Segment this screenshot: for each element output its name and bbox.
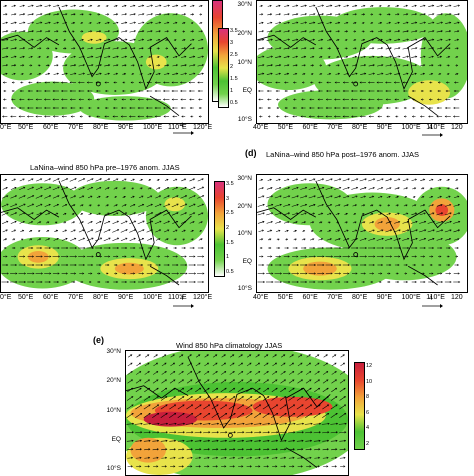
tick-label: 3	[230, 40, 233, 46]
tick-label: EQ	[97, 436, 121, 443]
tick-label: 70°E	[68, 124, 83, 131]
panel-c-title: LaNina–wind 850 hPa pre–1976 anom. JJAS	[30, 163, 180, 172]
wind-anomaly-map-c	[1, 175, 208, 292]
tick-label: 90°E	[377, 124, 392, 131]
panel-e-label: (e)	[93, 335, 104, 345]
tick-label: 80°E	[352, 124, 367, 131]
map-panel-a	[0, 0, 209, 124]
tick-label: 70°E	[68, 294, 83, 301]
wind-anomaly-map-d	[257, 175, 467, 292]
tick-label: 10°N	[228, 59, 252, 66]
reference-vector-label-b: 4	[429, 125, 432, 131]
tick-label: 120°E	[193, 294, 212, 301]
tick-label: 50°E	[278, 294, 293, 301]
map-panel-b	[256, 0, 468, 124]
wind-climatology-map-e	[126, 351, 348, 475]
tick-label: 0°E	[0, 124, 11, 131]
tick-label: 90°E	[118, 124, 133, 131]
reference-vector-a: 4	[172, 130, 194, 140]
tick-label: 110°E	[168, 294, 187, 301]
wind-anomaly-map-b	[257, 1, 467, 123]
tick-label: 30°N	[97, 348, 121, 355]
tick-label: 60°E	[43, 124, 58, 131]
colorbar-e	[354, 362, 365, 450]
tick-label: 30°N	[228, 175, 252, 182]
tick-label: 12	[366, 363, 372, 369]
tick-label: 60°E	[303, 294, 318, 301]
tick-label: 10°N	[97, 407, 121, 414]
tick-label: 0.5	[226, 269, 234, 275]
shaded-field	[257, 7, 467, 119]
tick-label: 1.5	[226, 240, 234, 246]
tick-label: 50°E	[278, 124, 293, 131]
tick-label: 3	[226, 196, 229, 202]
tick-label: 8	[366, 394, 369, 400]
tick-label: 60°E	[303, 124, 318, 131]
tick-label: 10	[366, 379, 372, 385]
tick-label: EQ	[228, 258, 252, 265]
colorbar-b	[218, 28, 229, 108]
tick-label: 2	[366, 441, 369, 447]
tick-label: 40°E	[253, 124, 268, 131]
tick-label: 40°E	[253, 294, 268, 301]
tick-label: 10°S	[228, 285, 252, 292]
tick-label: 70°E	[327, 124, 342, 131]
panel-d-title: LaNina–wind 850 hPa post–1976 anom. JJAS	[266, 150, 419, 159]
reference-vector-label-a: 4	[180, 123, 183, 129]
tick-label: 20°N	[97, 377, 121, 384]
map-panel-e	[125, 350, 349, 476]
tick-label: 0°E	[0, 294, 11, 301]
tick-label: 2.5	[226, 210, 234, 216]
tick-label: 120°E	[193, 124, 212, 131]
tick-label: 70°E	[327, 294, 342, 301]
tick-label: 120	[451, 294, 463, 301]
tick-label: 100°E	[402, 124, 421, 131]
tick-label: 60°E	[43, 294, 58, 301]
reference-vector-d: 4	[421, 303, 443, 313]
tick-label: 10°S	[228, 116, 252, 123]
tick-label: EQ	[228, 87, 252, 94]
reference-vector-label-d: 4	[429, 296, 432, 302]
colorbar-c	[214, 181, 225, 277]
panel-d-label: (d)	[245, 148, 257, 158]
tick-label: 90°E	[118, 294, 133, 301]
tick-label: 10°N	[228, 230, 252, 237]
panel-e-title: Wind 850 hPa climatology JJAS	[176, 341, 282, 350]
tick-label: 10°S	[97, 465, 121, 472]
tick-label: 90°E	[377, 294, 392, 301]
tick-label: 2.5	[230, 52, 238, 58]
tick-label: 0.5	[230, 100, 238, 106]
map-panel-d	[256, 174, 468, 293]
tick-label: 30°N	[228, 1, 252, 8]
tick-label: 100°E	[143, 294, 162, 301]
tick-label: 80°E	[352, 294, 367, 301]
tick-label: 100°E	[143, 124, 162, 131]
tick-label: 20°N	[228, 203, 252, 210]
tick-label: 20°N	[228, 30, 252, 37]
tick-label: 80°E	[93, 124, 108, 131]
tick-label: 100°E	[402, 294, 421, 301]
tick-label: 1.5	[230, 76, 238, 82]
map-panel-c	[0, 174, 209, 293]
tick-label: 4	[366, 425, 369, 431]
tick-label: 80°E	[93, 294, 108, 301]
reference-vector-c: 4	[172, 303, 194, 313]
reference-vector-label-c: 4	[180, 296, 183, 302]
tick-label: 50°E	[18, 294, 33, 301]
tick-label: 120	[451, 124, 463, 131]
tick-label: 50°E	[18, 124, 33, 131]
shaded-field	[126, 351, 348, 475]
reference-vector-b: 4	[421, 132, 443, 142]
wind-anomaly-map-a	[1, 1, 208, 123]
tick-label: 6	[366, 410, 369, 416]
